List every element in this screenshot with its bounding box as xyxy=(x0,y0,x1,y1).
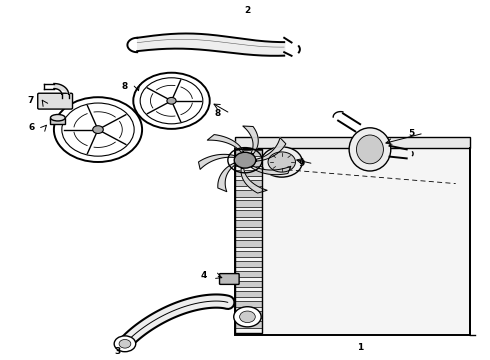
Ellipse shape xyxy=(50,116,65,123)
Circle shape xyxy=(54,97,142,162)
Bar xyxy=(235,251,262,257)
Circle shape xyxy=(268,152,295,172)
Ellipse shape xyxy=(349,128,391,171)
Bar xyxy=(235,311,262,318)
Text: 4: 4 xyxy=(200,271,207,280)
Circle shape xyxy=(133,73,210,129)
Bar xyxy=(235,170,262,176)
Ellipse shape xyxy=(50,114,65,121)
Bar xyxy=(235,301,262,307)
Polygon shape xyxy=(243,126,258,154)
Bar xyxy=(235,291,262,297)
Bar xyxy=(235,261,262,267)
Text: 6: 6 xyxy=(29,123,35,132)
Text: 5: 5 xyxy=(409,129,415,138)
Circle shape xyxy=(114,336,136,352)
Bar xyxy=(235,180,262,186)
Polygon shape xyxy=(251,166,291,175)
Bar xyxy=(235,321,262,328)
Bar xyxy=(235,210,262,217)
FancyBboxPatch shape xyxy=(220,274,239,284)
Text: 2: 2 xyxy=(245,6,250,15)
FancyBboxPatch shape xyxy=(38,93,73,109)
Bar xyxy=(235,230,262,237)
Polygon shape xyxy=(235,137,470,148)
Bar xyxy=(235,160,262,166)
Text: 8: 8 xyxy=(122,82,128,91)
Ellipse shape xyxy=(356,135,384,164)
Circle shape xyxy=(240,311,255,323)
Bar xyxy=(235,271,262,277)
Polygon shape xyxy=(198,154,235,169)
Bar xyxy=(235,190,262,197)
Bar xyxy=(50,118,65,124)
Bar xyxy=(235,281,262,287)
Bar xyxy=(235,240,262,247)
Text: 9: 9 xyxy=(298,159,305,168)
Text: 7: 7 xyxy=(27,96,34,105)
Bar xyxy=(235,150,262,156)
Circle shape xyxy=(234,307,261,327)
Circle shape xyxy=(140,78,203,124)
Circle shape xyxy=(167,98,176,104)
Polygon shape xyxy=(218,163,235,192)
Circle shape xyxy=(93,126,103,134)
Text: 1: 1 xyxy=(357,343,363,352)
Polygon shape xyxy=(207,135,244,152)
Text: 3: 3 xyxy=(115,346,121,356)
Text: 8: 8 xyxy=(215,109,221,118)
Bar xyxy=(235,200,262,207)
Bar xyxy=(235,149,262,333)
Polygon shape xyxy=(241,168,267,193)
Circle shape xyxy=(261,147,302,177)
Bar xyxy=(235,148,470,335)
Polygon shape xyxy=(257,138,286,161)
Bar xyxy=(235,220,262,227)
Circle shape xyxy=(234,152,256,168)
Circle shape xyxy=(119,339,131,348)
Circle shape xyxy=(62,103,134,156)
